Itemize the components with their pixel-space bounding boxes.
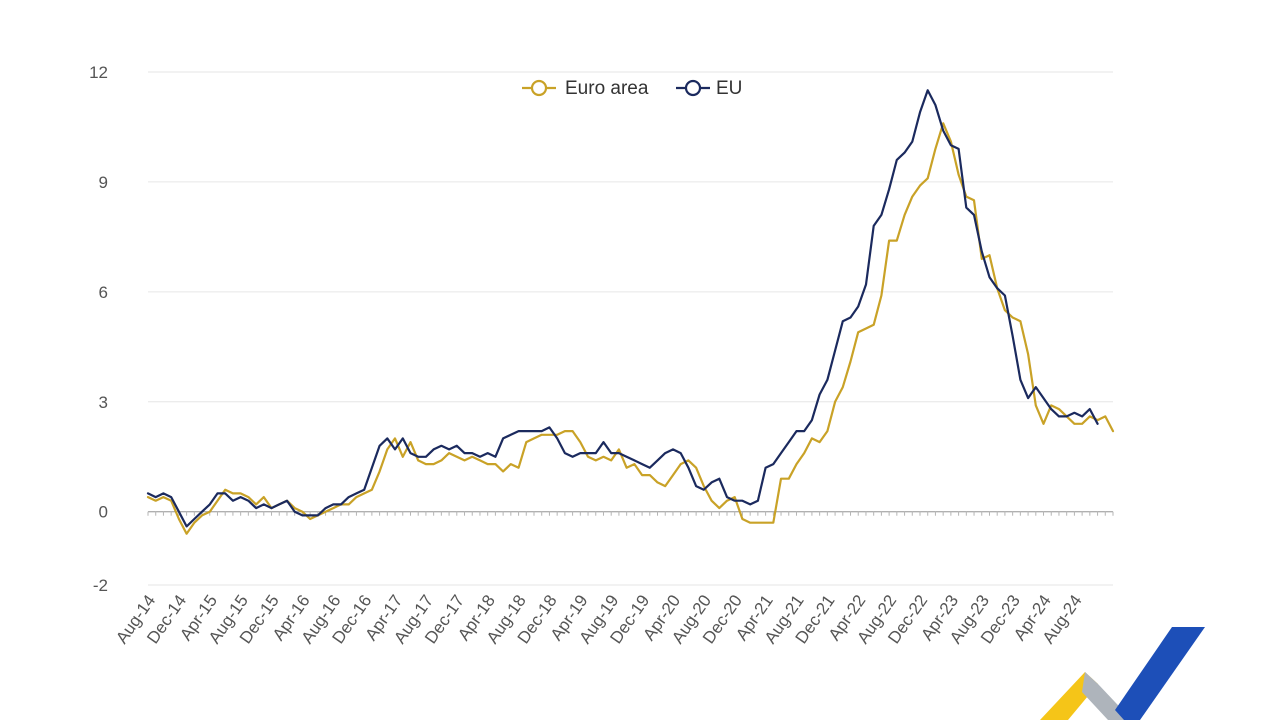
legend-circle-marker bbox=[530, 79, 548, 97]
legend-circle-marker bbox=[684, 79, 702, 97]
legend-label: EU bbox=[716, 78, 742, 99]
legend-item[interactable]: Euro area bbox=[522, 78, 649, 99]
legend-item[interactable]: EU bbox=[676, 78, 742, 99]
series-line-eu bbox=[146, 89, 1099, 528]
y-axis-tick-labels: -2 0 3 6 9 12 bbox=[89, 63, 108, 595]
series-line-euro-area bbox=[146, 122, 1115, 535]
y-tick-label: 12 bbox=[89, 63, 108, 82]
legend: Euro area EU bbox=[522, 78, 742, 99]
series-lines bbox=[146, 89, 1115, 535]
y-tick-label: 0 bbox=[99, 503, 108, 522]
legend-label: Euro area bbox=[565, 78, 649, 99]
logo-blue-stroke bbox=[1115, 627, 1205, 720]
x-axis-tick-labels: Aug-14Dec-14Apr-15Aug-15Dec-15Apr-16Aug-… bbox=[112, 591, 1085, 647]
y-tick-label: 3 bbox=[99, 393, 108, 412]
y-tick-label: 6 bbox=[99, 283, 108, 302]
y-tick-label: 9 bbox=[99, 173, 108, 192]
y-tick-label: -2 bbox=[93, 576, 108, 595]
x-axis bbox=[147, 511, 1114, 516]
corner-logo bbox=[1040, 627, 1205, 720]
